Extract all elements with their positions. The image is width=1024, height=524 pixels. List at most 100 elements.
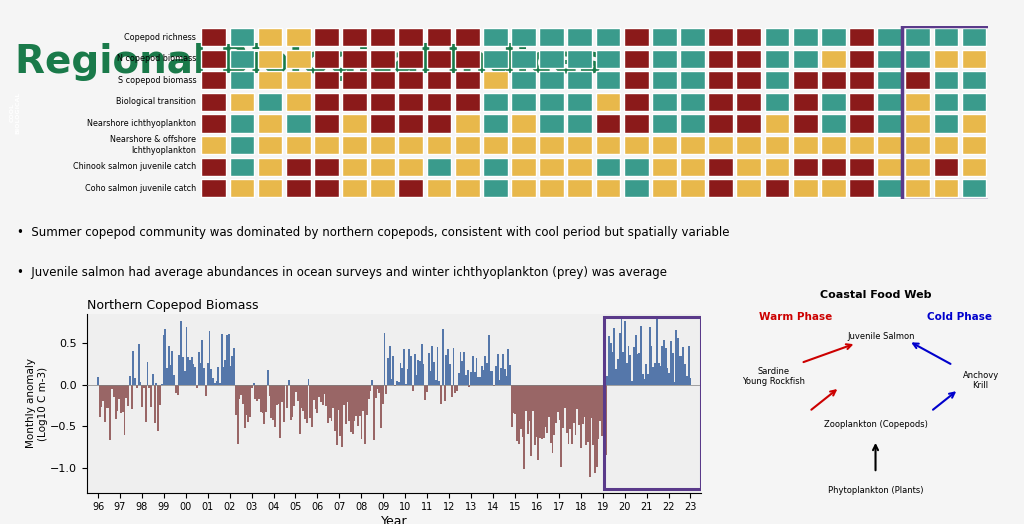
Bar [102, 385, 104, 401]
Bar [138, 344, 139, 385]
Bar [313, 385, 314, 400]
Bar [342, 136, 367, 154]
Bar [189, 360, 190, 385]
Bar [229, 28, 254, 46]
Bar [455, 28, 479, 46]
Bar [631, 380, 633, 385]
Bar [239, 385, 241, 399]
Bar [307, 379, 309, 385]
Bar [596, 28, 621, 46]
Bar [507, 349, 509, 385]
Bar [318, 385, 321, 397]
Bar [567, 136, 592, 154]
Bar [596, 385, 598, 467]
Bar [309, 385, 311, 419]
Bar [662, 346, 664, 385]
Bar [455, 179, 479, 198]
X-axis label: Year: Year [381, 515, 408, 524]
Bar [427, 71, 452, 89]
Bar [934, 179, 958, 198]
Bar [198, 353, 200, 385]
Bar [905, 50, 930, 68]
Bar [427, 158, 452, 176]
Bar [258, 136, 283, 154]
Bar [680, 158, 705, 176]
Bar [362, 385, 365, 411]
Bar [543, 385, 545, 438]
Bar [283, 385, 285, 422]
Bar [458, 373, 460, 385]
Text: Copepod richness: Copepod richness [124, 32, 197, 41]
Bar [401, 368, 403, 385]
Bar [294, 385, 295, 406]
Bar [560, 385, 562, 467]
Bar [100, 385, 102, 408]
Text: Cold Phase: Cold Phase [927, 312, 991, 322]
Bar [821, 158, 846, 176]
Bar [540, 136, 564, 154]
Bar [202, 28, 226, 46]
Bar [185, 327, 187, 385]
Bar [327, 385, 329, 422]
Bar [132, 351, 134, 385]
Bar [319, 385, 322, 402]
Bar [579, 385, 580, 425]
Bar [736, 71, 761, 89]
Bar [398, 93, 423, 111]
Bar [391, 379, 392, 385]
Bar [484, 356, 486, 385]
Bar [637, 354, 638, 385]
Bar [849, 179, 873, 198]
Bar [166, 368, 168, 385]
Bar [564, 385, 566, 408]
Bar [263, 385, 265, 423]
Bar [934, 93, 958, 111]
Text: Nearshore & offshore
Ichthyoplankton: Nearshore & offshore Ichthyoplankton [111, 135, 197, 155]
Bar [665, 347, 667, 385]
Bar [299, 385, 301, 434]
Bar [261, 385, 263, 413]
Bar [793, 71, 817, 89]
Bar [765, 50, 790, 68]
Bar [765, 158, 790, 176]
Bar [682, 347, 684, 385]
Bar [403, 349, 404, 385]
Bar [427, 114, 452, 133]
Bar [178, 355, 180, 385]
Bar [905, 71, 930, 89]
Bar [669, 373, 670, 385]
Bar [154, 385, 156, 423]
Bar [482, 370, 484, 385]
Bar [460, 352, 462, 385]
Bar [540, 385, 541, 438]
Bar [329, 385, 331, 418]
Bar [433, 362, 435, 385]
Bar [709, 50, 733, 68]
Bar [440, 385, 442, 404]
Bar [122, 385, 124, 412]
Bar [501, 367, 502, 385]
Bar [878, 114, 902, 133]
Bar [314, 136, 339, 154]
Bar [427, 179, 452, 198]
Bar [618, 333, 621, 385]
Bar [667, 368, 669, 385]
Bar [613, 329, 615, 385]
Bar [849, 158, 873, 176]
Bar [680, 136, 705, 154]
Text: Juvenile Salmon: Juvenile Salmon [847, 332, 914, 341]
Bar [483, 93, 508, 111]
Bar [596, 158, 621, 176]
Bar [324, 385, 326, 394]
Bar [156, 384, 158, 385]
Bar [520, 385, 521, 429]
Bar [765, 28, 790, 46]
Bar [286, 179, 310, 198]
Bar [416, 375, 417, 385]
Bar [902, 26, 989, 200]
Bar [608, 335, 610, 385]
Bar [793, 179, 817, 198]
Bar [443, 385, 445, 401]
Bar [120, 385, 122, 413]
Bar [302, 385, 304, 411]
